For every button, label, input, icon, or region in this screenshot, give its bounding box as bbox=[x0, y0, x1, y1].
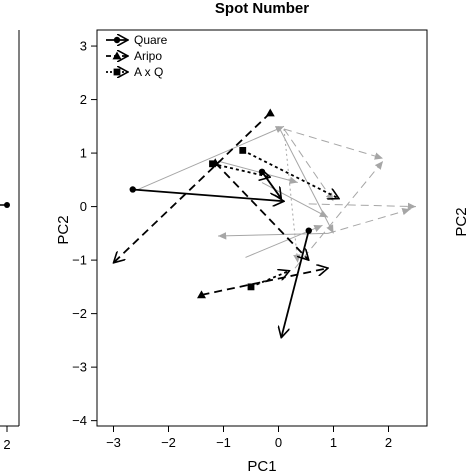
plot-area bbox=[96, 29, 428, 427]
background-arrow-5 bbox=[283, 128, 334, 202]
series-quare-point-0 bbox=[129, 186, 136, 193]
legend-marker-a-x-q bbox=[113, 68, 121, 76]
series-a-x-q-arrow-0 bbox=[242, 149, 339, 198]
y-tick-label--1: −1 bbox=[72, 253, 87, 268]
legend-label-aripo: Aripo bbox=[134, 49, 162, 63]
series-a-x-q-point-1 bbox=[209, 160, 216, 168]
series-aripo-arrow-0 bbox=[214, 162, 309, 260]
left-panel-fragment: 2 bbox=[0, 30, 20, 452]
series-quare-point-2 bbox=[305, 227, 312, 234]
y-axis: −4 −3 −2 −1 0 1 2 3 bbox=[72, 39, 97, 428]
background-arrow-8 bbox=[294, 160, 384, 269]
background-arrow-7 bbox=[327, 207, 411, 234]
series-quare-arrow-2 bbox=[281, 230, 310, 338]
series-quare-arrow-0 bbox=[132, 188, 284, 201]
y-tick-label-2: 2 bbox=[80, 92, 87, 107]
x-axis-label: PC1 bbox=[247, 458, 276, 474]
x-tick-label--2: −2 bbox=[161, 435, 176, 450]
x-tick-label-2: 2 bbox=[385, 435, 392, 450]
background-arrow-0 bbox=[135, 125, 285, 191]
y-tick-label--3: −3 bbox=[72, 360, 87, 375]
series-a-x-q-arrow-2 bbox=[250, 271, 290, 288]
series-a-x-q-arrow-1 bbox=[212, 162, 271, 177]
x-axis: −3 −2 −1 0 1 2 bbox=[106, 426, 392, 450]
x-tick-label--1: −1 bbox=[216, 435, 231, 450]
series-aripo-arrow-2 bbox=[201, 268, 329, 296]
chart-title: Spot Number bbox=[215, 0, 309, 17]
y-tick-label-1: 1 bbox=[80, 146, 87, 161]
x-tick-label-1: 1 bbox=[330, 435, 337, 450]
left-fragment-tick-label: 2 bbox=[3, 437, 10, 452]
legend-marker-quare bbox=[113, 36, 121, 44]
legend: Quare Aripo A x Q bbox=[106, 33, 168, 79]
y-axis-label: PC2 bbox=[55, 215, 72, 244]
legend-label-quare: Quare bbox=[134, 33, 168, 47]
background-arrow-2 bbox=[217, 232, 329, 240]
right-fragment-axis-label: PC2 bbox=[453, 207, 470, 236]
series-aripo-arrow-1 bbox=[114, 112, 271, 263]
series-aripo-point-1 bbox=[265, 108, 275, 117]
series-a-x-q-point-0 bbox=[239, 147, 247, 154]
legend-label-a-x-q: A x Q bbox=[134, 65, 163, 79]
y-tick-label-0: 0 bbox=[80, 199, 87, 214]
background-arrows bbox=[135, 125, 417, 269]
legend-marker-aripo bbox=[112, 51, 122, 60]
y-tick-label--4: −4 bbox=[72, 413, 87, 428]
y-tick-label--2: −2 bbox=[72, 306, 87, 321]
series-a-x-q-point-2 bbox=[247, 283, 255, 291]
background-arrow-6 bbox=[308, 202, 417, 211]
series-aripo-point-2 bbox=[197, 290, 206, 299]
background-arrow-3 bbox=[217, 160, 298, 184]
y-tick-label-3: 3 bbox=[80, 39, 87, 54]
x-tick-label-0: 0 bbox=[275, 435, 282, 450]
background-arrow-4 bbox=[283, 128, 384, 160]
x-tick-label--3: −3 bbox=[106, 435, 121, 450]
series-layer bbox=[114, 108, 340, 337]
